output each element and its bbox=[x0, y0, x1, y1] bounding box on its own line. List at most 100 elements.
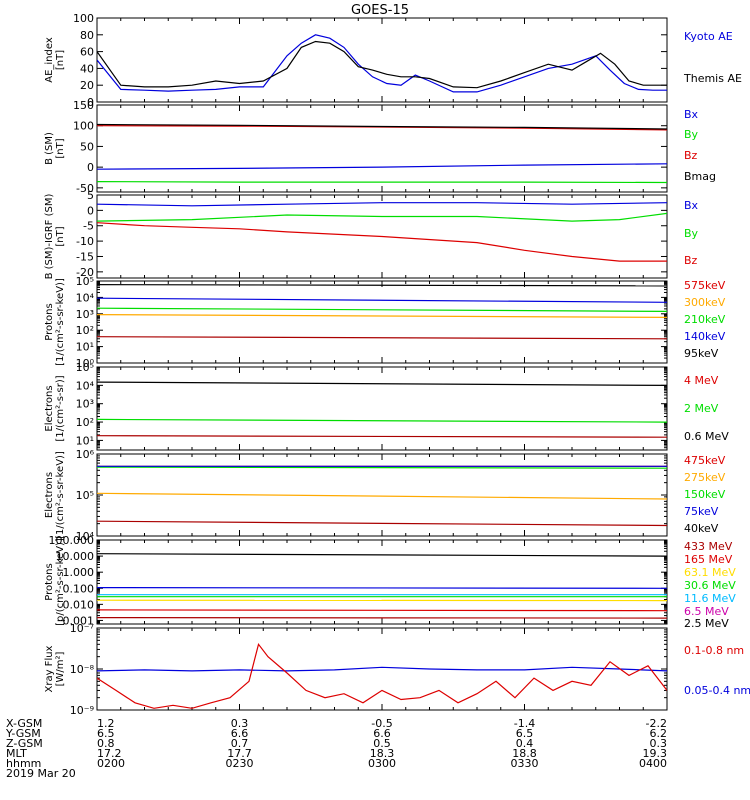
xaxis-value: 1.2 bbox=[97, 717, 115, 730]
legend-label: 6.5 MeV bbox=[684, 605, 729, 618]
series-line-bz bbox=[97, 222, 667, 262]
legend-label: 0.1-0.8 nm bbox=[684, 644, 744, 657]
series-line-4-mev bbox=[97, 435, 667, 438]
chart-title: GOES-15 bbox=[351, 3, 409, 18]
ytick-label: 0.001 bbox=[63, 614, 95, 627]
xaxis-row-label: MLT bbox=[6, 747, 27, 760]
ytick-label: 10⁰ bbox=[76, 357, 95, 370]
ylabel: Protons bbox=[44, 303, 55, 340]
series-line-575kev bbox=[97, 284, 667, 287]
ylabel: [p/(cm²-s-sr-keV)] bbox=[55, 538, 66, 626]
panel-frame bbox=[96, 280, 668, 364]
panel-bigrf: -20 -15 -10 -5 0 5 B (SM)-IGRF (SM) [nT] Bx By Bz bbox=[44, 189, 699, 279]
series-line-150kev bbox=[97, 466, 667, 469]
ytick-label: 0 bbox=[87, 161, 94, 174]
xaxis-row-label: X-GSM bbox=[6, 717, 42, 730]
legend-label: Bx bbox=[684, 199, 699, 212]
ytick-label: 0 bbox=[87, 96, 94, 109]
legend-label: 150keV bbox=[684, 488, 726, 501]
ytick-label: 0.100 bbox=[63, 582, 95, 595]
xaxis-value: 0400 bbox=[639, 757, 667, 770]
ytick-label: -5 bbox=[83, 220, 94, 233]
series-line-0-05-0-4-nm bbox=[97, 666, 667, 672]
ytick-label: 60 bbox=[80, 46, 94, 59]
series-line-0-1-0-8-nm bbox=[97, 642, 667, 709]
ytick-label: 80 bbox=[80, 29, 94, 42]
series-line-bx bbox=[97, 202, 667, 207]
ytick-label: 150 bbox=[73, 99, 94, 112]
legend-label: 433 MeV bbox=[684, 540, 733, 553]
legend-label: 4 MeV bbox=[684, 374, 719, 387]
xaxis-value: 0.4 bbox=[516, 737, 534, 750]
xaxis-value: 0300 bbox=[368, 757, 396, 770]
ytick-label: 10³ bbox=[76, 308, 94, 321]
series-line-300kev bbox=[97, 314, 667, 318]
ytick-label: 10³ bbox=[76, 398, 94, 411]
legend-label: 2 MeV bbox=[684, 402, 719, 415]
ytick-label: 10.000 bbox=[56, 550, 95, 563]
xaxis-value: -0.5 bbox=[371, 717, 392, 730]
ylabel: B (SM) bbox=[44, 132, 55, 165]
series-line-bmag bbox=[97, 123, 667, 130]
legend-label: 275keV bbox=[684, 471, 726, 484]
legend-label: 300keV bbox=[684, 296, 726, 309]
panel-electrons1: 10¹ 10² 10³ 10⁴ 10⁵ Electrons [1/(cm²-s-sr)] 4 … bbox=[44, 361, 729, 451]
series-line-210kev bbox=[97, 307, 667, 312]
series-line-themis-ae bbox=[97, 40, 667, 89]
ytick-label: 5 bbox=[87, 189, 94, 202]
ylabel: [nT] bbox=[55, 226, 66, 246]
panel-frame bbox=[96, 627, 668, 711]
xaxis-value: 0.8 bbox=[97, 737, 115, 750]
ytick-label: 0.010 bbox=[63, 598, 95, 611]
series-line-95kev bbox=[97, 336, 667, 340]
legend-label: 63.1 MeV bbox=[684, 566, 736, 579]
legend-label: 75keV bbox=[684, 505, 719, 518]
ylabel: [1/(cm²-s-sr-keV)] bbox=[55, 278, 66, 366]
ylabel: Protons bbox=[44, 563, 55, 600]
xaxis-value: 0.5 bbox=[373, 737, 391, 750]
ytick-label: 10⁻⁷ bbox=[70, 622, 94, 635]
legend-label: 140keV bbox=[684, 330, 726, 343]
ytick-label: 1.000 bbox=[63, 566, 95, 579]
xaxis-row-label: Y-GSM bbox=[5, 727, 41, 740]
legend-label: Bz bbox=[684, 149, 698, 162]
ytick-label: 10⁻⁹ bbox=[70, 704, 94, 717]
ytick-label: 10⁻⁸ bbox=[70, 663, 95, 676]
ytick-label: 100 bbox=[73, 120, 94, 133]
ylabel: [nT] bbox=[55, 138, 66, 158]
series-line-kyoto-ae bbox=[97, 34, 667, 93]
series-line-0-6-mev bbox=[97, 381, 667, 386]
legend-label: Themis AE bbox=[683, 72, 742, 85]
xaxis-value: 18.3 bbox=[370, 747, 395, 760]
legend-label: Bx bbox=[684, 108, 699, 121]
panel-frame bbox=[96, 17, 668, 103]
ytick-label: 10⁴ bbox=[76, 379, 95, 392]
ytick-label: 50 bbox=[80, 140, 94, 153]
series-line-40kev bbox=[97, 520, 667, 527]
series-line-165-mev bbox=[97, 609, 667, 612]
xaxis-value: 0.3 bbox=[650, 737, 668, 750]
ylabel: Electrons bbox=[44, 472, 55, 518]
legend-label: 30.6 MeV bbox=[684, 579, 736, 592]
ylabel: [nT] bbox=[55, 50, 66, 70]
panel-frame bbox=[96, 104, 668, 193]
xaxis-value: 0230 bbox=[226, 757, 254, 770]
series-line-2-5-mev bbox=[97, 616, 667, 619]
xaxis-value: 18.8 bbox=[512, 747, 537, 760]
ytick-label: 10² bbox=[76, 416, 94, 429]
xaxis-value: 19.3 bbox=[643, 747, 668, 760]
ytick-label: 10⁵ bbox=[76, 489, 94, 502]
legend-label: 2.5 MeV bbox=[684, 617, 729, 630]
series-line-275kev bbox=[97, 492, 667, 500]
ytick-label: 0 bbox=[87, 204, 94, 217]
panel-ae: 0 20 40 60 80 100 AE_index [nT] Kyoto AE Themis A… bbox=[44, 12, 742, 109]
xaxis-value: 0200 bbox=[97, 757, 125, 770]
legend-label: By bbox=[684, 128, 699, 141]
legend-label: 475keV bbox=[684, 454, 726, 467]
ytick-label: 10⁵ bbox=[76, 275, 94, 288]
xaxis-value: 0.7 bbox=[231, 737, 249, 750]
xaxis-value: 6.6 bbox=[231, 727, 249, 740]
legend-label: 11.6 MeV bbox=[684, 592, 736, 605]
ytick-label: 100.000 bbox=[49, 534, 95, 547]
